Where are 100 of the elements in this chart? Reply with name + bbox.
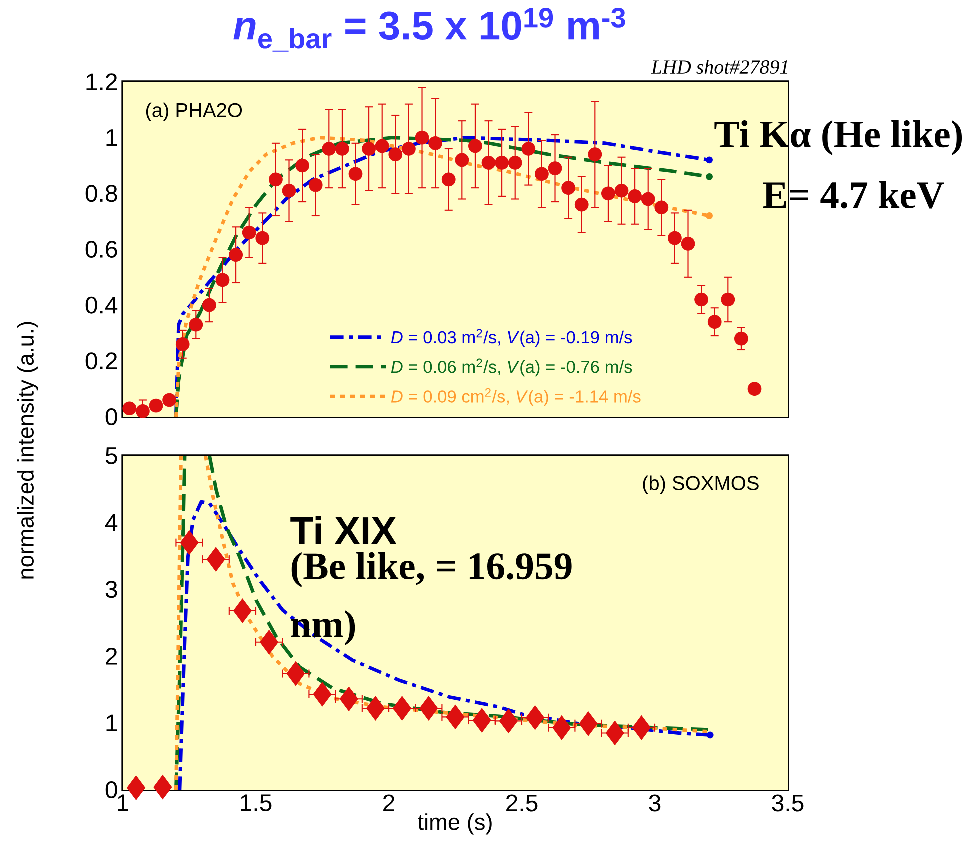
x-tick-label: 2 (384, 794, 394, 812)
point (420, 696, 438, 721)
x-tick-label: 3.5 (772, 794, 804, 812)
point (216, 273, 230, 288)
point (535, 167, 549, 182)
point (366, 696, 385, 721)
point (428, 136, 442, 150)
annotation: Ti XIX (290, 516, 397, 544)
y-tick-label: 0.8 (86, 185, 118, 202)
point (388, 148, 403, 162)
point (340, 686, 358, 712)
point (748, 382, 762, 396)
point (393, 696, 412, 721)
point (552, 716, 572, 740)
x-tick-label: 1 (118, 794, 129, 812)
point (162, 393, 176, 408)
point (136, 404, 150, 418)
point (721, 292, 736, 307)
point (286, 662, 306, 686)
point (706, 212, 713, 220)
point (495, 156, 509, 170)
point (482, 156, 496, 170)
point (233, 598, 252, 624)
point (260, 630, 279, 655)
y-tick-label: 0.2 (86, 352, 118, 370)
point (602, 186, 616, 201)
y-tick-label: 0.6 (86, 240, 118, 258)
point (180, 530, 199, 556)
point (654, 200, 669, 215)
point (706, 732, 714, 739)
point (269, 172, 283, 187)
chart-subtitle: LHD shot#27891 (651, 60, 788, 74)
y-tick-label: 2 (106, 648, 118, 665)
point (256, 231, 270, 246)
point (282, 184, 296, 198)
point (154, 775, 172, 800)
point (472, 708, 492, 733)
y-tick-label: 3 (106, 581, 118, 598)
y-tick-label: 4 (105, 514, 118, 532)
point (446, 704, 465, 730)
point (708, 315, 722, 330)
legend-label: D = 0.06 m$^{2}$/s, V(a) = -0.76 m/s (391, 358, 632, 377)
y-tick-label: 1 (106, 714, 118, 732)
point (127, 776, 146, 800)
point (296, 158, 310, 173)
point (336, 142, 350, 156)
point (641, 192, 656, 206)
point (579, 712, 598, 736)
y-axis-title: normalized intensity (a.u.) (17, 322, 38, 579)
y-tick-label: 5 (106, 448, 118, 464)
point (522, 142, 536, 156)
y-tick-label: 0 (106, 408, 118, 426)
annotation: (Be like, = 16.959 (292, 552, 572, 588)
y-tick-label: 1 (106, 130, 118, 146)
point (606, 720, 624, 746)
point (229, 248, 243, 262)
point (322, 142, 336, 156)
point (468, 139, 482, 154)
point (149, 398, 164, 413)
point (313, 682, 332, 707)
x-tick-label: 3 (649, 794, 661, 812)
y-tick-label: 1.2 (86, 74, 118, 90)
point (189, 318, 204, 332)
chart-title: n$_{e_bar}$ = 3.5 x 10$^{19}$ m$^{-3}$ (234, 8, 626, 52)
point (415, 130, 430, 145)
point (202, 298, 216, 312)
point (508, 156, 522, 170)
point (526, 706, 545, 730)
y-tick-label: 0 (106, 781, 118, 798)
point (242, 226, 256, 240)
point (681, 236, 696, 251)
x-axis-title: time (s) (418, 814, 492, 835)
point (176, 337, 190, 352)
point (614, 184, 629, 198)
point (402, 142, 416, 156)
point (632, 716, 651, 740)
point (548, 162, 562, 176)
point (734, 332, 748, 346)
point (499, 708, 518, 734)
point (455, 153, 470, 168)
y-tick-label: 0.4 (86, 296, 118, 314)
point (348, 167, 363, 182)
point (122, 402, 137, 416)
point (562, 181, 576, 196)
point (588, 148, 602, 162)
point (694, 292, 708, 307)
point (706, 156, 713, 164)
point (706, 173, 713, 180)
x-tick-label: 2.5 (506, 794, 538, 812)
point (362, 142, 376, 156)
point (308, 178, 323, 192)
annotation: (b) SOXMOS (643, 476, 759, 494)
x-tick-label: 1.5 (241, 794, 272, 812)
annotation: (a) PHA2O (146, 102, 242, 122)
point (375, 139, 390, 154)
legend-label: D = 0.09 cm$^{2}$/s, V(a) = -1.14 m/s (391, 388, 641, 406)
point (668, 231, 682, 246)
point (574, 198, 589, 212)
point (206, 547, 226, 572)
point (628, 190, 642, 204)
